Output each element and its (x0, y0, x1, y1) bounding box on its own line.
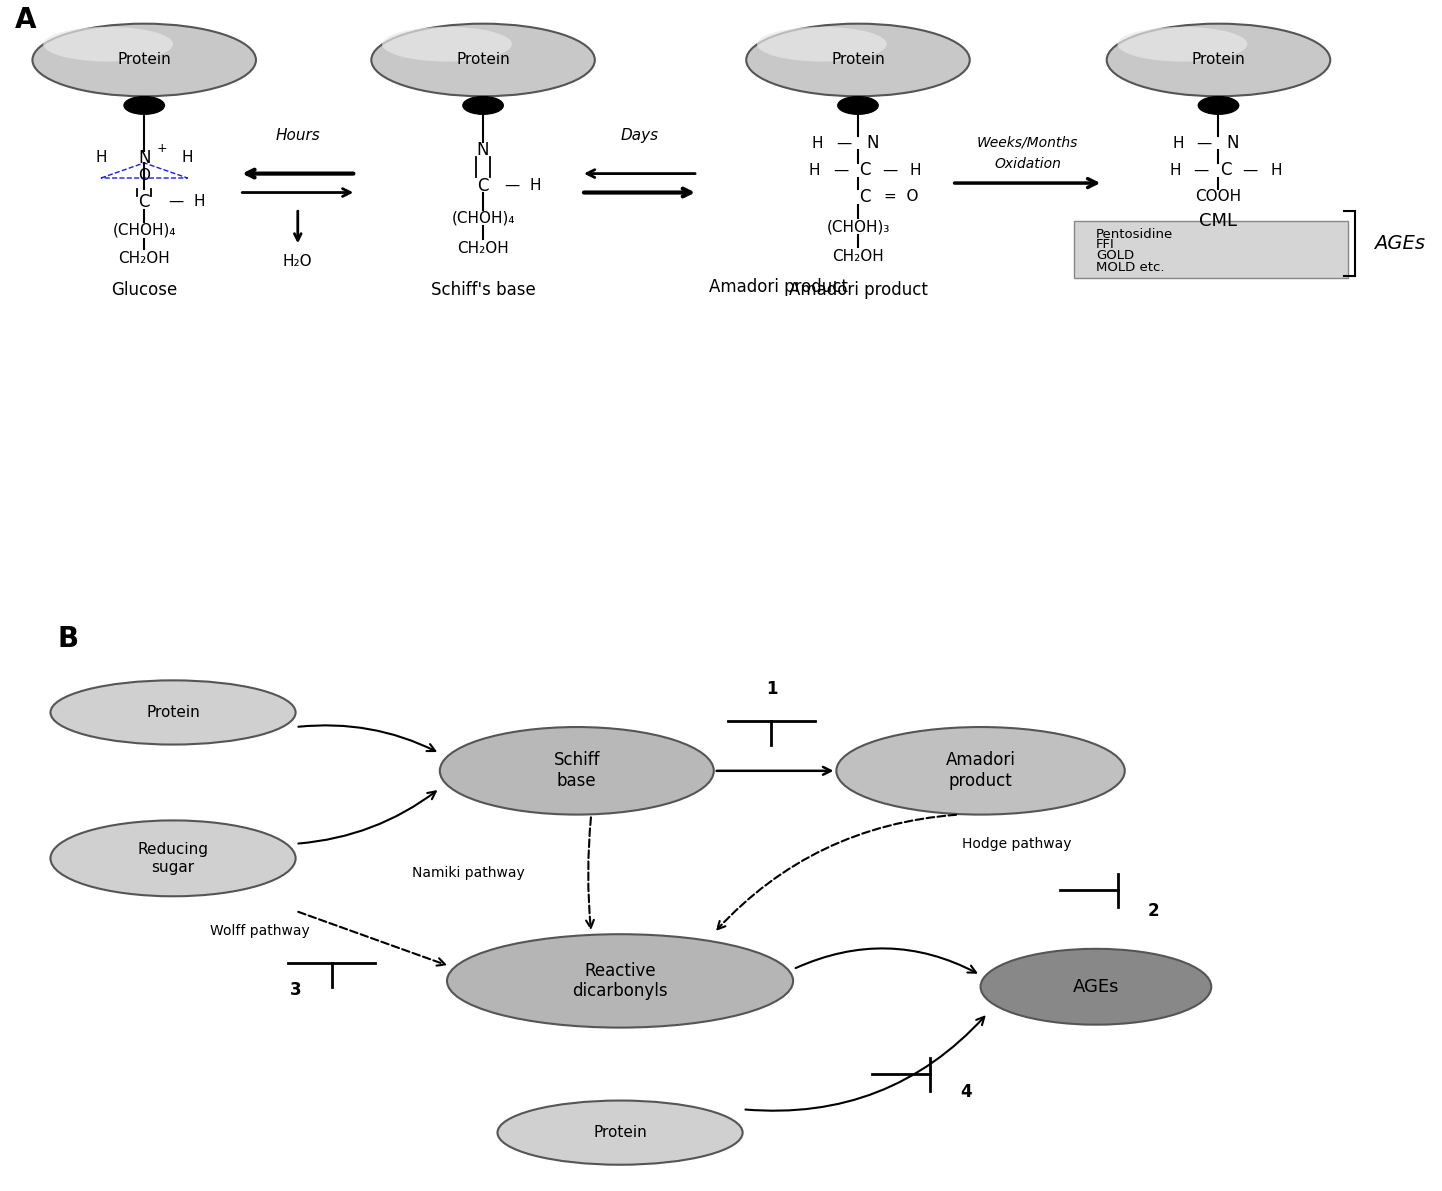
Text: H₂O: H₂O (283, 255, 313, 269)
Circle shape (1198, 96, 1239, 114)
Text: Protein: Protein (593, 1125, 647, 1140)
Text: 2: 2 (1148, 902, 1159, 919)
Text: N: N (867, 135, 878, 152)
Text: 3: 3 (290, 980, 301, 999)
Text: —  H: — H (169, 194, 206, 210)
Circle shape (463, 96, 503, 114)
Text: CML: CML (1200, 212, 1237, 230)
Ellipse shape (836, 727, 1125, 815)
Text: —: — (836, 136, 851, 151)
Text: H: H (1169, 163, 1181, 177)
Text: —: — (833, 163, 848, 177)
Ellipse shape (497, 1100, 743, 1165)
Text: C: C (859, 188, 871, 206)
Text: AGEs: AGEs (1374, 235, 1425, 254)
Text: Protein: Protein (456, 52, 510, 68)
Text: Oxidation: Oxidation (994, 157, 1061, 172)
Text: H: H (910, 163, 921, 177)
Text: —: — (1197, 136, 1211, 151)
Text: 4: 4 (960, 1083, 972, 1100)
Ellipse shape (981, 949, 1211, 1024)
Text: N: N (138, 149, 150, 167)
Ellipse shape (33, 24, 257, 96)
Text: B: B (58, 625, 79, 653)
Text: O: O (138, 168, 150, 183)
Text: H: H (95, 150, 107, 166)
Circle shape (838, 96, 878, 114)
Text: C: C (1220, 162, 1231, 180)
Ellipse shape (50, 680, 296, 744)
Text: CH₂OH: CH₂OH (118, 250, 170, 266)
Text: Glucose: Glucose (111, 281, 177, 299)
Text: H: H (1172, 136, 1184, 151)
Text: C: C (477, 176, 489, 194)
Text: +: + (156, 142, 167, 155)
Ellipse shape (382, 27, 512, 62)
Text: Protein: Protein (1191, 52, 1246, 68)
Text: Amadori product: Amadori product (709, 279, 848, 297)
Text: =  O: = O (884, 189, 919, 205)
Text: —: — (1243, 163, 1257, 177)
Text: H: H (809, 163, 820, 177)
Text: (CHOH)₄: (CHOH)₄ (451, 211, 515, 225)
Ellipse shape (1107, 24, 1330, 96)
Ellipse shape (440, 727, 714, 815)
Text: Wolff pathway: Wolff pathway (209, 924, 310, 939)
Text: AGEs: AGEs (1073, 978, 1119, 996)
Text: Schiff's base: Schiff's base (431, 281, 535, 299)
Ellipse shape (757, 27, 887, 62)
Ellipse shape (372, 24, 596, 96)
Text: MOLD etc.: MOLD etc. (1096, 261, 1165, 274)
Text: Amadori
product: Amadori product (946, 752, 1015, 790)
Text: Hodge pathway: Hodge pathway (962, 837, 1071, 850)
Text: C: C (138, 193, 150, 211)
Text: H: H (1270, 163, 1282, 177)
Ellipse shape (747, 24, 969, 96)
Text: CH₂OH: CH₂OH (832, 249, 884, 263)
Text: H: H (182, 150, 193, 166)
Text: (CHOH)₄: (CHOH)₄ (112, 223, 176, 238)
Text: Pentosidine: Pentosidine (1096, 229, 1174, 242)
Text: —: — (883, 163, 897, 177)
Text: Amadori product: Amadori product (789, 281, 927, 299)
Text: CH₂OH: CH₂OH (457, 241, 509, 256)
Text: A: A (14, 6, 36, 35)
Text: Protein: Protein (831, 52, 885, 68)
FancyBboxPatch shape (1074, 222, 1348, 278)
Text: Hours: Hours (275, 129, 320, 143)
Text: Reactive
dicarbonyls: Reactive dicarbonyls (572, 961, 668, 1000)
Text: Protein: Protein (117, 52, 172, 68)
Text: —: — (1194, 163, 1208, 177)
Ellipse shape (1118, 27, 1247, 62)
Text: Weeks/Months: Weeks/Months (976, 135, 1079, 149)
Text: COOH: COOH (1195, 189, 1242, 205)
Text: Namiki pathway: Namiki pathway (412, 866, 525, 880)
Text: Days: Days (620, 129, 659, 143)
Text: —  H: — H (505, 179, 542, 193)
Circle shape (124, 96, 164, 114)
Text: GOLD: GOLD (1096, 249, 1133, 262)
Text: H: H (812, 136, 823, 151)
Text: N: N (1227, 135, 1239, 152)
Text: FFI: FFI (1096, 238, 1115, 251)
Text: N: N (477, 141, 489, 158)
Ellipse shape (43, 27, 173, 62)
Text: (CHOH)₃: (CHOH)₃ (826, 219, 890, 235)
Text: C: C (859, 162, 871, 180)
Text: Protein: Protein (146, 705, 200, 719)
Ellipse shape (447, 934, 793, 1028)
Ellipse shape (50, 821, 296, 897)
Text: 1: 1 (766, 680, 777, 698)
Text: Reducing
sugar: Reducing sugar (137, 842, 209, 874)
Text: Schiff
base: Schiff base (554, 752, 600, 790)
